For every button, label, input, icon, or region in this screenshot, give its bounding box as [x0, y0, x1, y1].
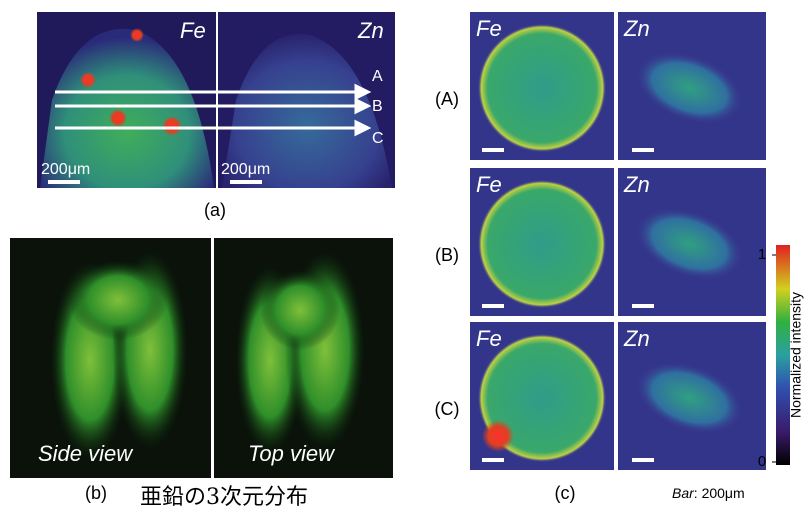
hotspot — [162, 116, 182, 136]
scale-bar — [482, 148, 504, 152]
line-label: B — [372, 98, 383, 115]
note: 亜鉛の3次元分布 — [140, 485, 308, 510]
bar-note: Bar: 200μm — [672, 485, 745, 501]
render-blob — [68, 260, 168, 340]
fe-cell — [478, 24, 606, 152]
bar-value: : 200μm — [694, 485, 745, 501]
scale-bar — [230, 180, 262, 184]
panel-a: Fe Zn A B C 200μm 200μm (a) — [37, 12, 395, 220]
row-label: (C) — [435, 399, 460, 419]
figure: Fe Zn A B C 200μm 200μm (a) Side view To… — [0, 0, 805, 516]
element-label: Fe — [476, 16, 502, 41]
bar-prefix: Bar — [672, 485, 695, 501]
scale-label: 200μm — [221, 161, 270, 178]
scale-bar — [482, 304, 504, 308]
caption: (b) — [85, 483, 107, 503]
view-label: Side view — [38, 441, 134, 466]
view-label: Top view — [248, 441, 336, 466]
line-label: A — [372, 68, 383, 85]
scale-bar — [632, 304, 654, 308]
element-label: Fe — [476, 326, 502, 351]
scale-label: 200μm — [41, 161, 90, 178]
scale-bar — [632, 148, 654, 152]
colorbar-tick-label: 1 — [758, 246, 766, 263]
colorbar-tick-label: 0 — [758, 453, 766, 470]
render-blob — [260, 270, 340, 350]
hotspot — [482, 420, 514, 452]
hotspot — [80, 72, 96, 88]
panel-c: (c) Bar: 200μm Normalized intensity (A) F… — [435, 12, 804, 503]
caption: (a) — [204, 200, 226, 220]
caption: (c) — [555, 483, 576, 503]
row-label: (A) — [435, 89, 459, 109]
element-label: Zn — [623, 172, 650, 197]
colorbar-label: Normalized intensity — [788, 292, 804, 418]
scale-bar — [48, 180, 80, 184]
scale-bar — [482, 458, 504, 462]
element-label: Fe — [180, 18, 206, 43]
row-label: (B) — [435, 245, 459, 265]
element-label: Zn — [623, 16, 650, 41]
element-label: Zn — [357, 18, 384, 43]
hotspot — [130, 28, 144, 42]
scale-bar — [632, 458, 654, 462]
fe-cell — [478, 180, 606, 308]
divider — [211, 238, 214, 478]
line-label: C — [372, 130, 384, 147]
hotspot — [109, 109, 127, 127]
element-label: Fe — [476, 172, 502, 197]
element-label: Zn — [623, 326, 650, 351]
panel-b: Side view Top view (b) 亜鉛の3次元分布 — [10, 238, 393, 510]
